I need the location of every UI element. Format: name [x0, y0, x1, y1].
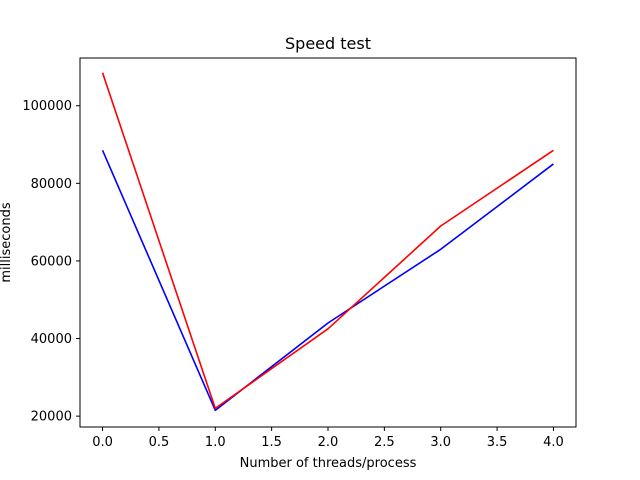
plot-frame	[79, 57, 577, 428]
y-axis-label: milliseconds	[0, 202, 14, 282]
x-tick-label: 3.0	[430, 435, 451, 450]
x-tick-label: 1.5	[261, 435, 282, 450]
x-axis: 0.0 0.5 1.0 1.5 2.0 2.5 3.0 3.5 4.0	[92, 427, 564, 450]
x-tick-label: 3.5	[487, 435, 508, 450]
x-tick-label: 1.0	[205, 435, 226, 450]
chart-title: Speed test	[285, 34, 371, 53]
y-tick-label: 40000	[31, 332, 72, 347]
x-tick-label: 0.0	[92, 435, 113, 450]
x-tick-label: 2.0	[318, 435, 339, 450]
y-tick-label: 60000	[31, 254, 72, 269]
y-tick-label: 100000	[22, 99, 72, 114]
x-tick-label: 4.0	[543, 435, 564, 450]
series-line-1	[101, 150, 554, 412]
x-tick-label: 2.5	[374, 435, 395, 450]
x-axis-label: Number of threads/process	[240, 456, 417, 471]
plot-area	[101, 72, 554, 412]
y-axis: 20000 40000 60000 80000 100000	[22, 99, 80, 425]
x-tick-label: 0.5	[149, 435, 170, 450]
y-tick-label: 20000	[31, 410, 72, 425]
series-line-2	[101, 72, 554, 410]
y-tick-label: 80000	[31, 177, 72, 192]
